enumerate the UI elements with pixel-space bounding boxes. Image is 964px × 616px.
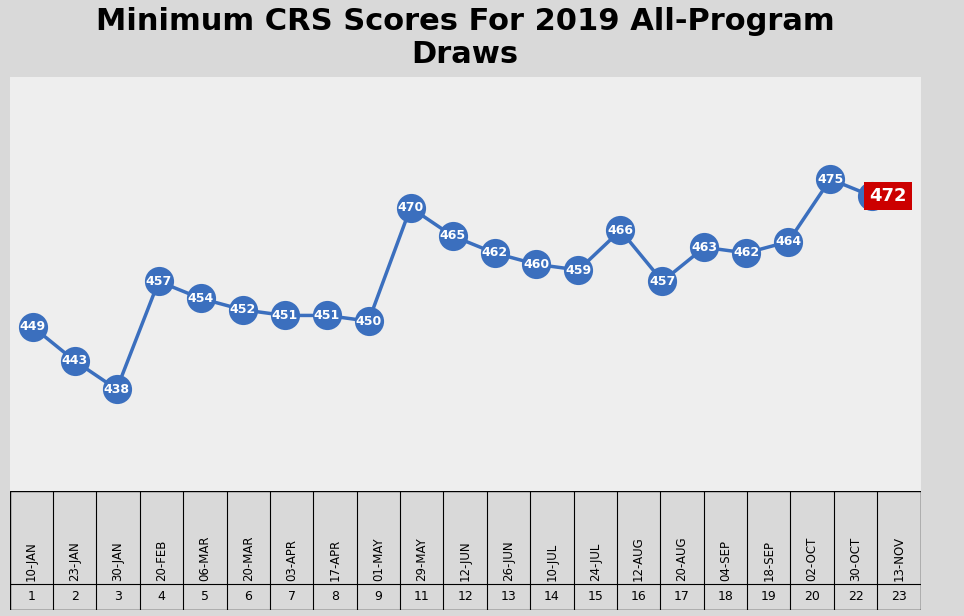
Text: 452: 452 [229,303,255,316]
Text: 462: 462 [481,246,508,259]
Text: 10-JAN: 10-JAN [25,541,38,582]
Text: 457: 457 [146,275,172,288]
Text: 470: 470 [397,201,424,214]
Text: 1: 1 [27,590,36,603]
Text: 472: 472 [870,187,907,205]
Text: 15: 15 [587,590,603,603]
Text: 20-AUG: 20-AUG [676,537,688,582]
Text: 18-SEP: 18-SEP [763,540,775,582]
Text: 475: 475 [817,172,844,185]
Text: 465: 465 [440,229,466,243]
Text: 22: 22 [847,590,864,603]
Text: 29-MAY: 29-MAY [415,538,428,582]
Text: 24-JUL: 24-JUL [589,543,602,582]
Text: 7: 7 [287,590,296,603]
Text: 30-JAN: 30-JAN [112,542,124,582]
Text: 3: 3 [114,590,122,603]
Text: 17: 17 [674,590,690,603]
Text: 18: 18 [717,590,734,603]
Text: 451: 451 [313,309,339,322]
Text: 20-FEB: 20-FEB [155,540,168,582]
Text: 11: 11 [414,590,430,603]
Text: 17-APR: 17-APR [329,539,341,582]
Text: 13: 13 [500,590,517,603]
Text: 03-APR: 03-APR [285,540,298,582]
Text: 450: 450 [356,315,382,328]
Title: Minimum CRS Scores For 2019 All-Program
Draws: Minimum CRS Scores For 2019 All-Program … [95,7,835,69]
Text: 459: 459 [566,264,592,277]
Text: 466: 466 [607,224,633,237]
Text: 16: 16 [630,590,647,603]
Text: 14: 14 [544,590,560,603]
Text: 12-JUN: 12-JUN [459,541,471,582]
Text: 2: 2 [70,590,79,603]
Text: 10-JUL: 10-JUL [546,543,558,582]
Text: 12: 12 [457,590,473,603]
Text: 5: 5 [201,590,209,603]
Text: 12-AUG: 12-AUG [632,537,645,582]
Text: 13-NOV: 13-NOV [893,537,905,582]
Text: 30-OCT: 30-OCT [849,537,862,582]
Text: 451: 451 [272,309,298,322]
Text: 20: 20 [804,590,820,603]
Text: 01-MAY: 01-MAY [372,538,385,582]
Text: 06-MAR: 06-MAR [199,536,211,582]
Text: 462: 462 [734,246,760,259]
Text: 8: 8 [331,590,339,603]
Text: 449: 449 [19,320,46,333]
Text: 460: 460 [523,258,549,271]
Text: 454: 454 [188,292,214,305]
Text: 19: 19 [761,590,777,603]
Text: 464: 464 [775,235,801,248]
Text: 20-MAR: 20-MAR [242,536,254,582]
Text: 463: 463 [691,241,717,254]
Text: 9: 9 [374,590,383,603]
Text: 443: 443 [62,354,88,367]
Text: 438: 438 [104,383,130,395]
Text: 4: 4 [157,590,166,603]
Text: 23-JAN: 23-JAN [68,541,81,582]
Text: 457: 457 [650,275,676,288]
Text: 02-OCT: 02-OCT [806,537,818,582]
Text: 23: 23 [891,590,907,603]
Text: 6: 6 [244,590,253,603]
Text: 04-SEP: 04-SEP [719,540,732,582]
Text: 26-JUN: 26-JUN [502,541,515,582]
